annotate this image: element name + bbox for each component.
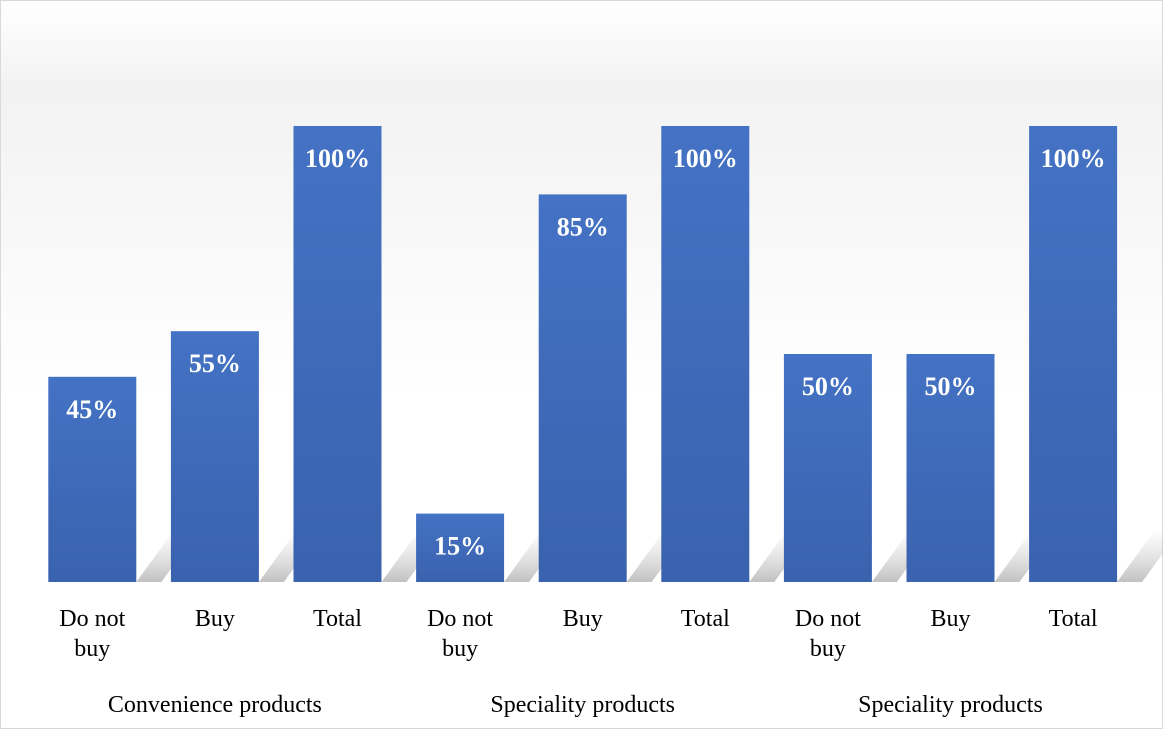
bar-0-1: [170, 331, 259, 582]
data-label-0-2: 100%: [305, 144, 370, 173]
group-label-2: Speciality products: [858, 692, 1043, 718]
data-label-1-1: 85%: [557, 212, 609, 241]
bar-2-1: [906, 354, 995, 582]
bar-1-0: [416, 513, 505, 582]
bar-shadow-2-2: [1117, 527, 1163, 582]
tick-label-1-1: Buy: [563, 606, 603, 632]
bar-0-2: [293, 126, 382, 582]
data-label-2-1: 50%: [925, 372, 977, 401]
data-label-2-2: 100%: [1041, 144, 1106, 173]
data-label-2-0: 50%: [802, 372, 854, 401]
tick-label-1-0: Do not buy: [427, 606, 493, 662]
labels: 45% Do not buy 55% Buy 100% Total Convenience p…: [59, 144, 1105, 718]
bar-1-2: [661, 126, 750, 582]
data-label-0-0: 45%: [66, 395, 118, 424]
group-label-0: Convenience products: [108, 692, 322, 718]
tick-label-0-2: Total: [313, 606, 362, 632]
tick-label-1-2: Total: [681, 606, 730, 632]
tick-label-2-1: Buy: [930, 606, 970, 632]
bar-2-2: [1029, 126, 1118, 582]
tick-label-0-0: Do not buy: [59, 606, 125, 662]
group-label-1: Speciality products: [490, 692, 675, 718]
data-label-0-1: 55%: [189, 349, 241, 378]
bars: [48, 126, 1118, 582]
data-label-1-2: 100%: [673, 144, 738, 173]
tick-label-2-2: Total: [1049, 606, 1098, 632]
bar-0-0: [48, 376, 137, 582]
bar-1-1: [538, 194, 627, 582]
tick-label-0-1: Buy: [195, 606, 235, 632]
data-label-1-0: 15%: [434, 532, 486, 561]
tick-label-2-0: Do not buy: [795, 606, 861, 662]
bar-2-0: [783, 354, 872, 582]
